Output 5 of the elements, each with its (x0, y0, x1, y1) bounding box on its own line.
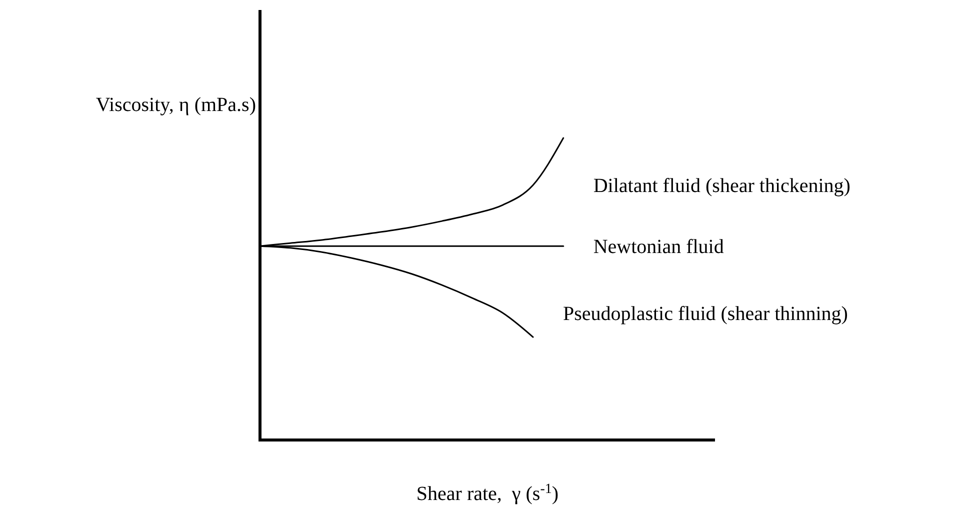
series-label: Pseudoplastic fluid (shear thinning) (563, 302, 848, 325)
text: Dilatant fluid (shear thickening) (593, 175, 850, 198)
series-label: Newtonian fluid (593, 236, 724, 258)
y-axis-title: Viscosity, η (mPa.s) (96, 94, 256, 116)
x-axis-title: Shear rate, γ (s$^{-1}$) (416, 482, 559, 505)
